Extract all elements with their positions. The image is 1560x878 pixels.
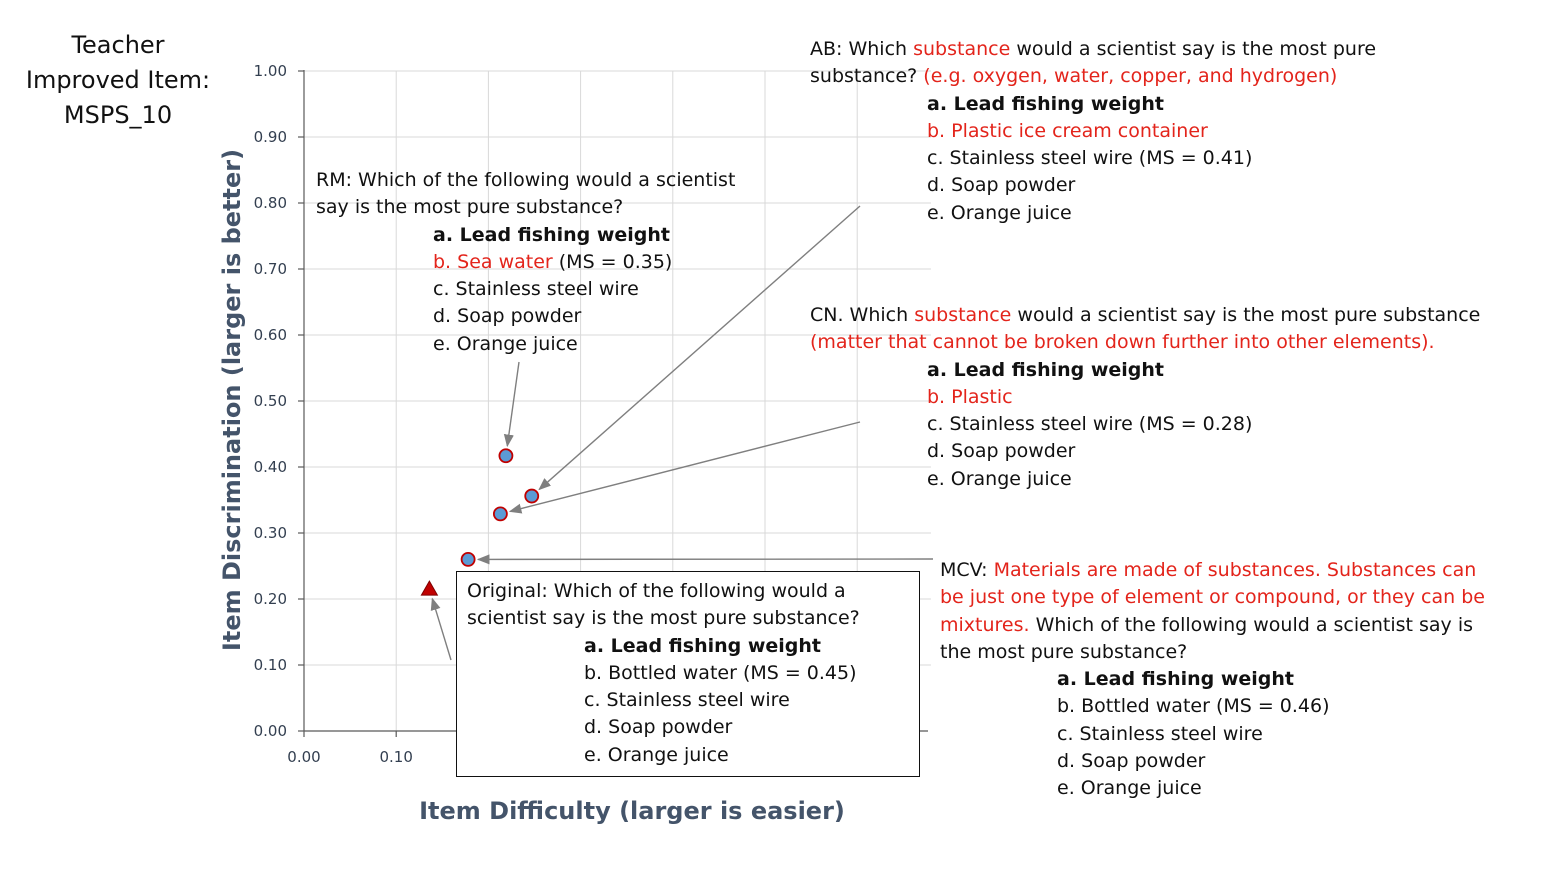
ab-stem-line-2: substance? (e.g. oxygen, water, copper, …: [810, 63, 1376, 90]
cn-option-b: b. Plastic: [927, 385, 1013, 408]
y-tick-label: 0.50: [254, 392, 287, 410]
y-tick-label: 0.80: [254, 194, 287, 212]
ab-option-c: c. Stainless steel wire (MS = 0.41): [927, 147, 1253, 170]
cn-stem-line-2: (matter that cannot be broken down furth…: [810, 331, 1435, 354]
rm-option-d: d. Soap powder: [433, 305, 582, 328]
ab-stem-line-1: AB: Which substance would a scientist sa…: [810, 36, 1376, 63]
arrow-cn: [508, 421, 861, 514]
mcv-stem-line-2: be just one type of element or compound,…: [940, 586, 1485, 609]
x-tick-label: 0.10: [379, 748, 412, 766]
y-tick-label: 0.60: [254, 326, 287, 344]
arrow-rm: [503, 361, 520, 448]
ab-stem-1-red: substance: [913, 38, 1011, 60]
rm-option-e: e. Orange juice: [433, 332, 578, 355]
callout-original: Original: Which of the following would a…: [456, 571, 920, 777]
mcv-stem-line-1: MCV: Materials are made of substances. S…: [940, 557, 1485, 584]
rm-option-a: a. Lead fishing weight: [433, 223, 671, 246]
callout-arrows: [430, 205, 934, 661]
ab-stem-2a: substance?: [810, 65, 924, 88]
callout-ab: AB: Which substance would a scientist sa…: [810, 36, 1376, 227]
original-stem-line-1: Original: Which of the following would a: [467, 580, 846, 602]
y-tick-label: 0.10: [254, 656, 287, 674]
title-line-2: Improved Item:: [25, 66, 211, 94]
mcv-option-a: a. Lead fishing weight: [1057, 668, 1295, 691]
point-mcv: [460, 552, 476, 567]
ab-stem-1a: AB: Which: [810, 38, 914, 60]
x-tick-labels: 0.00 0.10: [287, 731, 413, 766]
cn-option-d: d. Soap powder: [927, 440, 1076, 463]
mcv-stem-line-3: mixtures. Which of the following would a…: [940, 612, 1485, 639]
ab-option-a: a. Lead fishing weight: [927, 92, 1165, 115]
mcv-option-b: b. Bottled water (MS = 0.46): [1057, 695, 1330, 718]
title-line-1: Teacher: [71, 31, 165, 59]
mcv-stem-1-red: Materials are made of substances. Substa…: [993, 559, 1477, 581]
rm-option-b-red: b. Sea water: [433, 250, 553, 273]
y-tick-label: 0.90: [254, 128, 287, 146]
original-option-a: a. Lead fishing weight: [584, 634, 822, 657]
y-tick-labels: 0.00 0.10 0.20 0.30 0.40 0.50 0.60 0.70 0.80 0.90…: [254, 62, 304, 740]
y-axis-title: Item Discrimination (larger is better): [218, 149, 246, 651]
cn-stem-1b: would a scientist say is the most pure s…: [1011, 304, 1481, 326]
cn-option-a: a. Lead fishing weight: [927, 358, 1165, 381]
x-axis-title: Item Difficulty (larger is easier): [419, 797, 845, 825]
rm-stem-line-1: RM: Which of the following would a scien…: [316, 169, 736, 191]
mcv-stem-3-red: mixtures.: [940, 613, 1030, 636]
ab-option-d: d. Soap powder: [927, 174, 1076, 197]
point-original: [420, 580, 439, 596]
mcv-stem-1a: MCV:: [940, 559, 994, 581]
mcv-option-e: e. Orange juice: [1057, 777, 1202, 800]
mcv-stem-line-4: the most pure substance?: [940, 640, 1188, 663]
ab-stem-1b: would a scientist say is the most pure: [1010, 38, 1377, 60]
callout-cn: CN. Which substance would a scientist sa…: [810, 302, 1480, 493]
point-rm: [498, 448, 514, 464]
original-option-d: d. Soap powder: [584, 716, 733, 739]
y-tick-label: 0.20: [254, 590, 287, 608]
original-option-c: c. Stainless steel wire: [584, 689, 790, 712]
cn-option-c: c. Stainless steel wire (MS = 0.28): [927, 413, 1253, 436]
callout-rm: RM: Which of the following would a scien…: [316, 167, 735, 358]
rm-option-b-rest: (MS = 0.35): [552, 250, 673, 273]
mcv-stem-3b: Which of the following would a scientist…: [1029, 613, 1473, 636]
cn-option-e: e. Orange juice: [927, 467, 1072, 490]
chart-title-block: Teacher Improved Item: MSPS_10: [18, 28, 218, 133]
arrow-ab: [538, 205, 861, 491]
y-tick-label: 0.30: [254, 524, 287, 542]
callout-mcv: MCV: Materials are made of substances. S…: [940, 557, 1485, 803]
point-ab: [524, 488, 540, 504]
original-stem-line-2: scientist say is the most pure substance…: [467, 607, 860, 630]
cn-stem-1-red: substance: [914, 304, 1012, 326]
y-tick-label: 0.40: [254, 458, 287, 476]
ab-stem-2-red: (e.g. oxygen, water, copper, and hydroge…: [923, 65, 1338, 88]
ab-option-e: e. Orange juice: [927, 201, 1072, 224]
original-option-b: b. Bottled water (MS = 0.45): [584, 661, 857, 684]
ab-option-b: b. Plastic ice cream container: [927, 119, 1208, 142]
y-tick-label: 0.70: [254, 260, 287, 278]
mcv-option-c: c. Stainless steel wire: [1057, 722, 1263, 745]
arrow-original: [430, 597, 452, 661]
rm-stem-line-2: say is the most pure substance?: [316, 196, 624, 219]
data-points: [420, 448, 540, 596]
cn-stem-1a: CN. Which: [810, 304, 915, 326]
y-tick-label: 1.00: [254, 62, 287, 80]
original-option-e: e. Orange juice: [584, 743, 729, 766]
x-tick-label: 0.00: [287, 748, 320, 766]
point-cn: [492, 506, 508, 522]
y-tick-label: 0.00: [254, 722, 287, 740]
rm-option-b: b. Sea water (MS = 0.35): [316, 249, 735, 276]
title-line-3: MSPS_10: [63, 101, 173, 129]
rm-option-c: c. Stainless steel wire: [433, 278, 639, 301]
cn-stem-line-1: CN. Which substance would a scientist sa…: [810, 302, 1480, 329]
mcv-option-d: d. Soap powder: [1057, 750, 1206, 773]
